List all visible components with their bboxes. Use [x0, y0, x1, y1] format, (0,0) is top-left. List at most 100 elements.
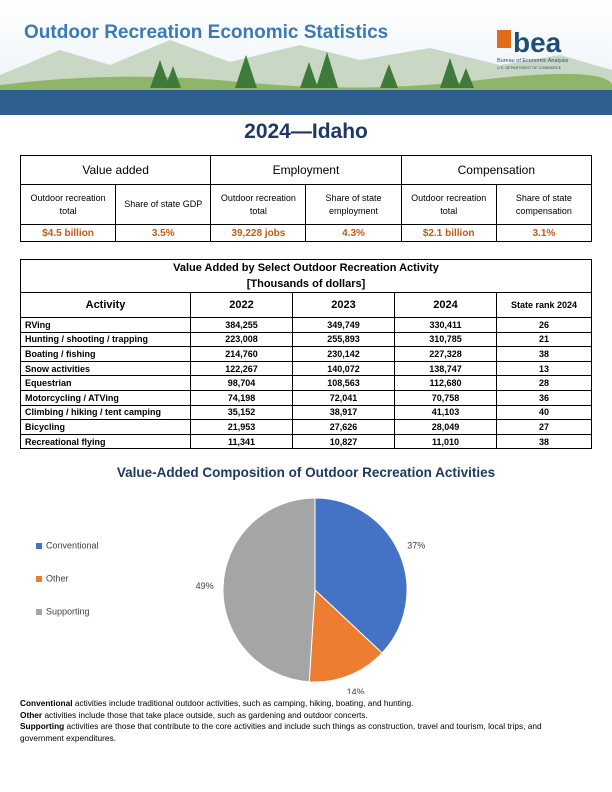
column-header: Outdoor recreation total	[400, 184, 497, 225]
activity-cell: 255,893	[291, 331, 395, 348]
column-header: Outdoor recreation total	[19, 184, 117, 225]
activity-row: Boating / fishing 214,760 230,142 227,328 38	[20, 346, 593, 362]
activity-cell: 138,747	[393, 360, 497, 377]
activity-cell: 27	[495, 419, 593, 435]
pie-slice	[314, 497, 408, 654]
activity-title: Value Added by Select Outdoor Recreation…	[20, 259, 592, 276]
activity-subtitle-row: [Thousands of dollars]	[20, 276, 592, 293]
column-header: 2024	[393, 292, 497, 318]
summary-table: Value added Employment Compensation Outdoo…	[19, 155, 593, 242]
group-header: Compensation	[400, 155, 593, 185]
activity-cell: 28	[495, 375, 593, 391]
logo: bea	[513, 27, 562, 58]
column-header: Activity	[20, 292, 191, 318]
activity-cell: 10,827	[291, 433, 395, 450]
activity-cell: 21	[495, 331, 593, 348]
activity-cell: 70,758	[393, 389, 497, 406]
activity-name: RVing	[20, 317, 191, 333]
activity-cell: 122,267	[190, 360, 293, 377]
column-header: Share of state compensation	[495, 184, 593, 225]
note: Other activities include those that take…	[20, 710, 580, 722]
legend-label: Conventional	[46, 540, 99, 550]
activity-title-row: Value Added by Select Outdoor Recreation…	[20, 259, 592, 276]
note: Supporting activities are those that con…	[20, 721, 580, 744]
activity-cell: 26	[495, 317, 593, 333]
pie-chart: Value-Added Composition of Outdoor Recre…	[36, 465, 495, 694]
activity-cell: 72,041	[291, 389, 395, 406]
activity-cell: 214,760	[190, 346, 293, 362]
note-text: activities are those that contribute to …	[20, 721, 542, 743]
activity-row: Equestrian 98,704 108,563 112,680 28	[20, 375, 593, 391]
summary-columns: Outdoor recreation total Share of state G…	[19, 184, 593, 225]
activity-cell: 98,704	[190, 375, 293, 391]
slice-label: 37%	[407, 541, 425, 551]
column-header: Outdoor recreation total	[210, 184, 307, 225]
activity-table: Value Added by Select Outdoor Recreation…	[20, 259, 593, 450]
note-term: Other	[20, 709, 43, 720]
group-header: Value added	[19, 155, 212, 185]
page-title: 2024—Idaho	[244, 120, 368, 143]
activity-cell: 227,328	[393, 346, 497, 362]
activity-row: Snow activities 122,267 140,072 138,747 13	[20, 360, 593, 377]
note-term: Supporting	[20, 721, 65, 731]
activity-subtitle: [Thousands of dollars]	[20, 276, 592, 293]
legend-swatch	[36, 609, 42, 615]
activity-cell: 38	[495, 346, 593, 362]
trees	[150, 52, 474, 88]
activity-cell: 11,341	[190, 433, 293, 450]
chart-title: Value-Added Composition of Outdoor Recre…	[117, 465, 495, 480]
activity-body: Value Added by Select Outdoor Recreation…	[20, 259, 593, 450]
summary-value: $2.1 billion	[400, 224, 497, 242]
slice-label: 49%	[196, 581, 214, 591]
activity-cell: 28,049	[393, 419, 497, 435]
summary-value: $4.5 billion	[19, 224, 117, 242]
note-text: activities include traditional outdoor a…	[72, 698, 414, 708]
pie-slice	[308, 588, 383, 683]
activity-name: Bicycling	[20, 419, 191, 435]
activity-cell: 36	[495, 389, 593, 406]
activity-cell: 349,749	[291, 317, 395, 333]
activity-row: Hunting / shooting / trapping 223,008 255,…	[20, 331, 593, 348]
summary-value: 4.3%	[305, 224, 402, 242]
activity-row: Bicycling 21,953 27,626 28,049 27	[20, 419, 593, 435]
activity-name: Snow activities	[20, 360, 191, 377]
activity-cell: 230,142	[291, 346, 395, 362]
activity-cell: 310,785	[393, 331, 497, 348]
activity-cell: 13	[495, 360, 593, 377]
legend-label: Supporting	[46, 606, 90, 616]
banner-title: Outdoor Recreation Economic Statistics	[24, 22, 388, 43]
banner: Outdoor Recreation Economic Statistics b…	[0, 0, 612, 115]
activity-cell: 35,152	[190, 404, 293, 421]
activity-cell: 330,411	[393, 317, 497, 333]
activity-cell: 74,198	[190, 389, 293, 406]
activity-cell: 223,008	[190, 331, 293, 348]
activity-header: Activity 2022 2023 2024 State rank 2024	[20, 292, 593, 318]
activity-name: Hunting / shooting / trapping	[20, 331, 191, 348]
logo-subtitle: Bureau of Economic Analysis	[497, 58, 568, 64]
column-header: 2023	[291, 292, 395, 318]
activity-name: Equestrian	[20, 375, 191, 391]
group-header: Employment	[210, 155, 402, 185]
summary-groups: Value added Employment Compensation	[19, 155, 593, 185]
activity-name: Motorcycling / ATVing	[20, 389, 191, 406]
notes: Conventional activities include traditio…	[20, 698, 580, 744]
activity-row: Motorcycling / ATVing 74,198 72,041 70,758 3…	[20, 389, 593, 406]
activity-row: Recreational flying 11,341 10,827 11,010 38	[20, 433, 593, 450]
note-term: Conventional	[20, 698, 73, 708]
activity-row: Climbing / hiking / tent camping 35,152 38…	[20, 404, 593, 421]
logo-icon	[497, 30, 511, 48]
activity-cell: 27,626	[291, 419, 395, 435]
activity-cell: 11,010	[393, 433, 497, 450]
legend-label: Other	[46, 573, 69, 583]
activity-cell: 21,953	[190, 419, 293, 435]
activity-cell: 108,563	[291, 375, 395, 391]
pie-slice	[222, 497, 316, 683]
activity-name: Climbing / hiking / tent camping	[20, 404, 191, 421]
activity-cell: 40	[495, 404, 593, 421]
column-header: Share of state GDP	[115, 184, 212, 225]
activity-cell: 41,103	[393, 404, 497, 421]
logo-dept: U.S. DEPARTMENT OF COMMERCE	[497, 66, 562, 70]
summary-value: 3.5%	[115, 224, 212, 242]
activity-cell: 38,917	[291, 404, 395, 421]
